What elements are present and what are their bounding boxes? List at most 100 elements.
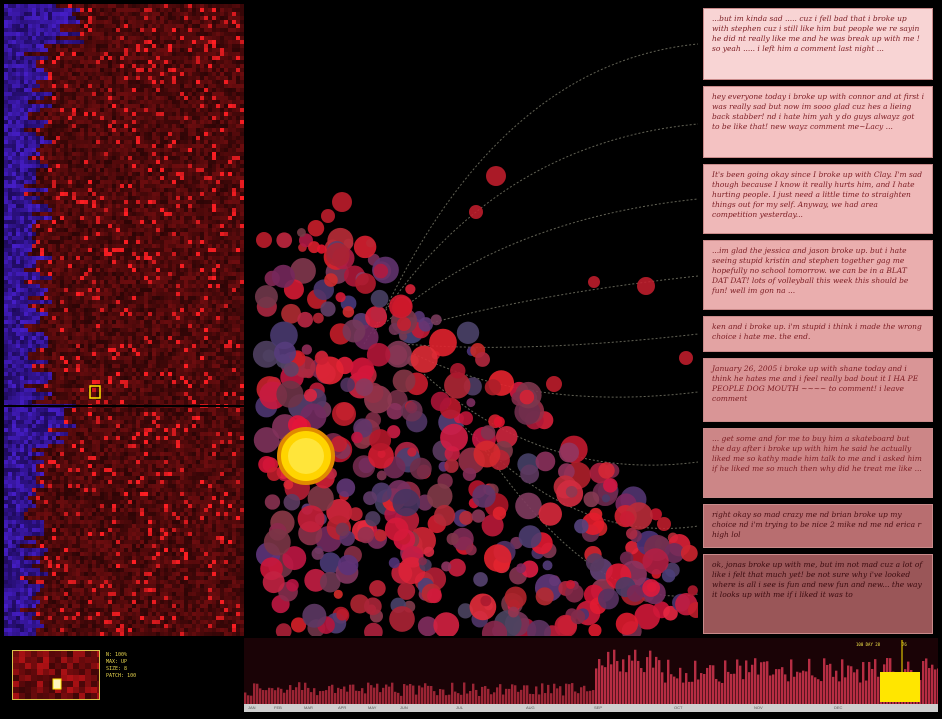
bubble[interactable] bbox=[336, 608, 349, 621]
bubble[interactable] bbox=[566, 579, 576, 590]
bubble[interactable] bbox=[471, 509, 486, 523]
bubble[interactable] bbox=[399, 332, 408, 341]
heatmap-panel[interactable] bbox=[4, 4, 244, 636]
bubble[interactable] bbox=[680, 544, 698, 562]
bubble[interactable] bbox=[351, 431, 363, 444]
bubble[interactable] bbox=[271, 264, 295, 288]
bubble[interactable] bbox=[407, 447, 417, 457]
heatmap-canvas[interactable] bbox=[4, 4, 244, 636]
bubble[interactable] bbox=[451, 527, 474, 551]
bubble[interactable] bbox=[397, 317, 411, 331]
bubble-cloud-canvas[interactable] bbox=[244, 4, 751, 646]
bubble[interactable] bbox=[336, 478, 356, 498]
bubble[interactable] bbox=[386, 402, 404, 420]
bubble[interactable] bbox=[369, 429, 392, 451]
bubble[interactable] bbox=[325, 242, 350, 267]
bubble[interactable] bbox=[290, 617, 307, 633]
bubble[interactable] bbox=[484, 379, 502, 396]
timeline-histogram[interactable] bbox=[244, 638, 938, 710]
bubble[interactable] bbox=[480, 425, 496, 440]
bubble[interactable] bbox=[398, 557, 426, 585]
bubble[interactable] bbox=[290, 258, 316, 284]
bubble-cloud-panel[interactable] bbox=[244, 4, 751, 646]
quote-card[interactable]: ... get some and for me to buy him a ska… bbox=[703, 428, 933, 498]
quote-card[interactable]: It's been going okay since I broke up wi… bbox=[703, 164, 933, 234]
timeline-canvas[interactable] bbox=[244, 638, 938, 704]
bubble[interactable] bbox=[423, 546, 435, 558]
bubble[interactable] bbox=[297, 228, 306, 237]
bubble[interactable] bbox=[307, 219, 325, 237]
bubble[interactable] bbox=[384, 517, 409, 542]
bubble[interactable] bbox=[583, 491, 600, 508]
timeline-selection[interactable] bbox=[880, 672, 920, 702]
bubble[interactable] bbox=[397, 582, 416, 600]
bubble[interactable] bbox=[350, 357, 375, 382]
bubble[interactable] bbox=[465, 544, 477, 556]
bubble[interactable] bbox=[311, 547, 324, 560]
minimap[interactable] bbox=[12, 650, 103, 700]
bubble[interactable] bbox=[368, 443, 394, 469]
bubble[interactable] bbox=[316, 244, 327, 254]
bubble[interactable] bbox=[429, 328, 457, 357]
bubble[interactable] bbox=[410, 345, 438, 373]
bubble[interactable] bbox=[472, 484, 496, 508]
bubble[interactable] bbox=[601, 494, 611, 503]
bubble[interactable] bbox=[273, 341, 297, 364]
bubble[interactable] bbox=[376, 470, 387, 481]
bubble[interactable] bbox=[253, 427, 280, 453]
quote-card[interactable]: hey everyone today i broke up with conno… bbox=[703, 86, 933, 158]
bubble[interactable] bbox=[418, 317, 433, 332]
bubble[interactable] bbox=[363, 597, 382, 616]
bubble[interactable] bbox=[418, 557, 427, 566]
quote-card[interactable]: January 26, 2005 i broke up with shane t… bbox=[703, 358, 933, 422]
bubble[interactable] bbox=[554, 614, 578, 638]
bubble[interactable] bbox=[469, 205, 483, 219]
bubble[interactable] bbox=[286, 578, 299, 592]
bubble[interactable] bbox=[307, 485, 334, 512]
bubble[interactable] bbox=[546, 376, 562, 392]
bubble[interactable] bbox=[535, 451, 556, 472]
bubble[interactable] bbox=[392, 488, 421, 517]
bubble[interactable] bbox=[374, 529, 387, 542]
bubble[interactable] bbox=[520, 464, 540, 484]
bubble[interactable] bbox=[626, 584, 644, 602]
bubble[interactable] bbox=[417, 616, 438, 637]
bubble[interactable] bbox=[446, 532, 459, 546]
bubble[interactable] bbox=[319, 552, 342, 574]
bubble[interactable] bbox=[565, 485, 578, 498]
bubble[interactable] bbox=[337, 554, 359, 576]
bubble[interactable] bbox=[281, 303, 301, 324]
bubble[interactable] bbox=[252, 340, 280, 368]
bubble[interactable] bbox=[441, 561, 452, 572]
quote-card[interactable]: ...but im kinda sad ..... cuz i fell bad… bbox=[703, 8, 933, 80]
bubble[interactable] bbox=[430, 391, 451, 412]
bubble[interactable] bbox=[649, 508, 662, 521]
bubble[interactable] bbox=[392, 369, 416, 393]
bubble[interactable] bbox=[542, 560, 553, 571]
bubble[interactable] bbox=[615, 612, 639, 636]
bubble[interactable] bbox=[521, 560, 539, 578]
bubble[interactable] bbox=[588, 276, 600, 288]
bubble[interactable] bbox=[409, 457, 432, 480]
quote-card[interactable]: ...im glad the jessica and jason broke u… bbox=[703, 240, 933, 310]
bubble[interactable] bbox=[297, 311, 314, 328]
bubble[interactable] bbox=[598, 588, 619, 610]
bubble[interactable] bbox=[574, 519, 589, 534]
bubble[interactable] bbox=[634, 603, 661, 630]
bubble[interactable] bbox=[427, 588, 442, 604]
bubble[interactable] bbox=[369, 580, 386, 597]
bubble[interactable] bbox=[570, 609, 586, 625]
bubble[interactable] bbox=[342, 319, 366, 343]
bubble[interactable] bbox=[256, 232, 272, 248]
bubble[interactable] bbox=[283, 361, 299, 377]
bubble[interactable] bbox=[264, 494, 281, 510]
bubble[interactable] bbox=[507, 606, 519, 618]
bubble[interactable] bbox=[364, 622, 383, 642]
bubble[interactable] bbox=[324, 273, 338, 287]
bubble[interactable] bbox=[664, 542, 685, 564]
bubble[interactable] bbox=[447, 558, 466, 577]
bubble[interactable] bbox=[335, 522, 350, 537]
bubble[interactable] bbox=[457, 603, 474, 619]
bubble[interactable] bbox=[515, 492, 542, 520]
bubble[interactable] bbox=[332, 402, 356, 426]
